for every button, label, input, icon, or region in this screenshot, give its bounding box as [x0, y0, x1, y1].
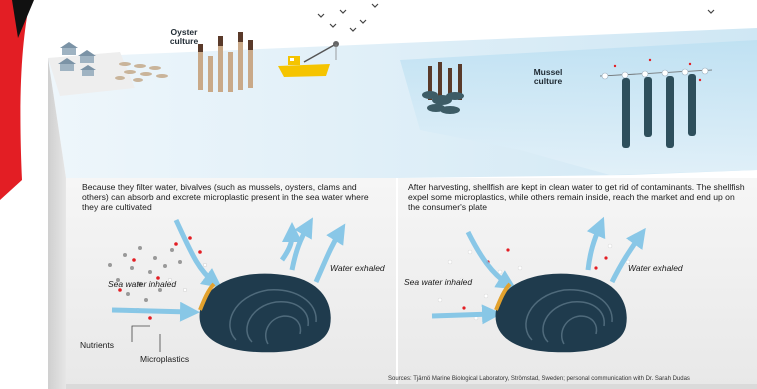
- right-flow-arrows: [431, 216, 646, 325]
- left-description: Because they filter water, bivalves (suc…: [82, 182, 369, 212]
- callout-lines: [131, 325, 161, 352]
- nutrients-label: Nutrients: [80, 340, 115, 350]
- mussel-culture-label: Mussel culture: [533, 67, 563, 86]
- left-flow-arrows: [111, 217, 346, 322]
- boat-icon: [278, 41, 339, 77]
- left-water-exhaled: Water exhaled: [330, 263, 385, 273]
- black-corner-swoosh: [12, 0, 34, 38]
- right-mussel-icon: [494, 273, 627, 353]
- mussel-longline-icon: [599, 58, 713, 148]
- bottom-shadow: [66, 384, 757, 389]
- birds-icon: [317, 3, 715, 32]
- oyster-beds-icon: [115, 62, 168, 82]
- oyster-culture-label: Oyster culture: [169, 27, 199, 46]
- right-description: After harvesting, shellfish are kept in …: [408, 182, 745, 212]
- left-mussel-icon: [198, 273, 331, 353]
- left-sea-water-inhaled: Sea water inhaled: [108, 279, 177, 289]
- red-corner-swoosh: [0, 0, 30, 200]
- right-sea-water-inhaled: Sea water inhaled: [404, 277, 473, 287]
- source-note: Sources: Tjärnö Marine Biological Labora…: [388, 376, 690, 382]
- house-icons: [58, 42, 96, 76]
- left-particles: [108, 236, 207, 320]
- mussel-poles-icon: [422, 62, 464, 114]
- block-side-wall: [48, 58, 66, 389]
- right-water-exhaled: Water exhaled: [628, 263, 683, 273]
- microplastics-label: Microplastics: [140, 354, 190, 364]
- oyster-poles-icon: [198, 32, 253, 92]
